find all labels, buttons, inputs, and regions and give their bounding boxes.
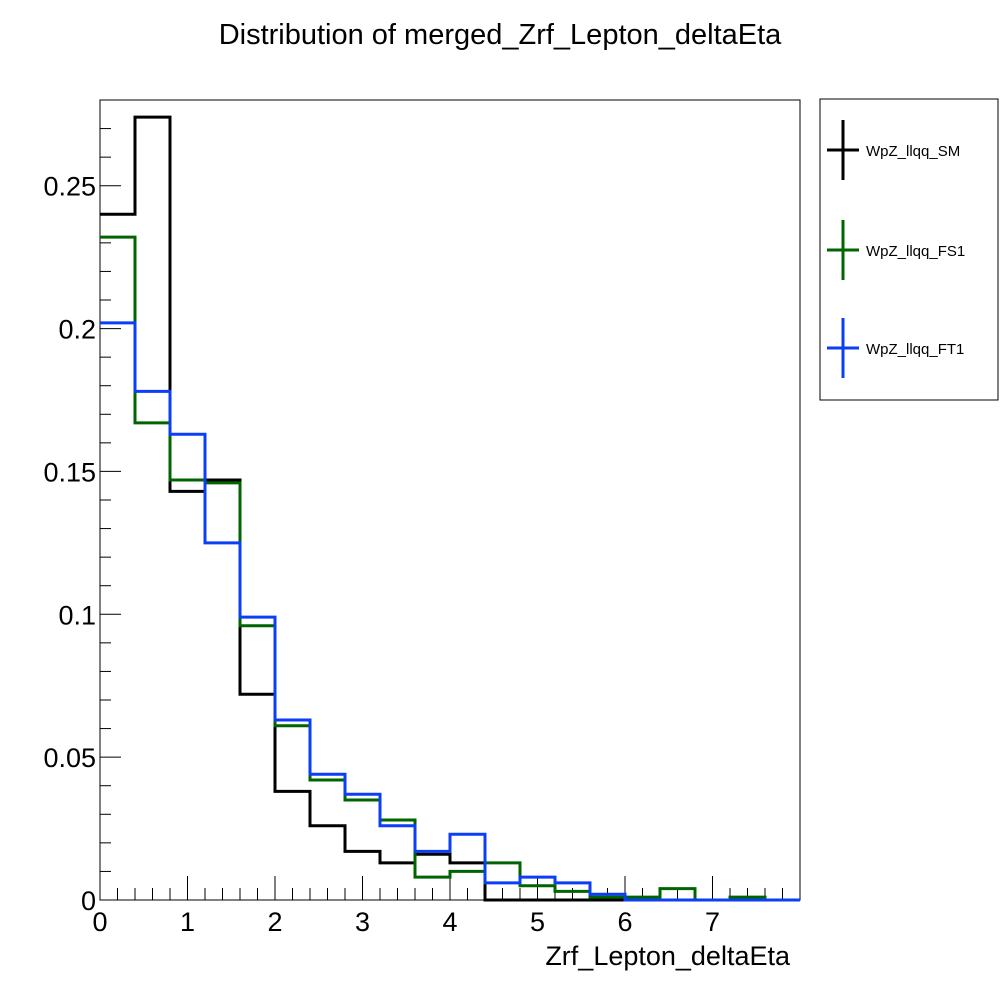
legend-entry-wpz-llqq-sm: WpZ_llqq_SM (827, 120, 960, 180)
x-tick-label: 0 (92, 907, 107, 937)
legend-label: WpZ_llqq_SM (866, 143, 960, 160)
series-wpz-llqq-ft1 (100, 321, 800, 902)
legend-label: WpZ_llqq_FT1 (866, 341, 964, 358)
series-layer (100, 115, 800, 902)
x-tick-label: 4 (442, 907, 457, 937)
legend-entry-wpz-llqq-fs1: WpZ_llqq_FS1 (827, 220, 965, 280)
chart-title: Distribution of merged_Zrf_Lepton_deltaE… (219, 19, 782, 51)
y-tick-label: 0.05 (43, 743, 96, 773)
legend-entry-wpz-llqq-ft1: WpZ_llqq_FT1 (827, 318, 964, 378)
x-tick-label: 3 (355, 907, 370, 937)
x-tick-label: 6 (617, 907, 632, 937)
x-tick-label: 7 (705, 907, 720, 937)
x-tick-label: 1 (180, 907, 195, 937)
tick-labels: 0 1 2 3 4 5 6 7 0 0.05 0.1 0.15 0.2 0.25 (43, 172, 720, 937)
series-wpz-llqq-fs1 (100, 235, 800, 902)
legend-label: WpZ_llqq_FS1 (866, 243, 965, 260)
x-tick-label: 2 (267, 907, 282, 937)
y-tick-label: 0 (81, 886, 96, 916)
x-tick-label: 5 (530, 907, 545, 937)
x-axis-label: Zrf_Lepton_deltaEta (545, 941, 791, 971)
legend: WpZ_llqq_SM WpZ_llqq_FS1 WpZ_llqq_FT1 (819, 98, 999, 401)
y-tick-label: 0.1 (58, 600, 96, 630)
y-tick-label: 0.2 (58, 315, 96, 345)
y-tick-label: 0.25 (43, 172, 96, 202)
y-tick-label: 0.15 (43, 457, 96, 487)
plot-frame (99, 99, 801, 901)
